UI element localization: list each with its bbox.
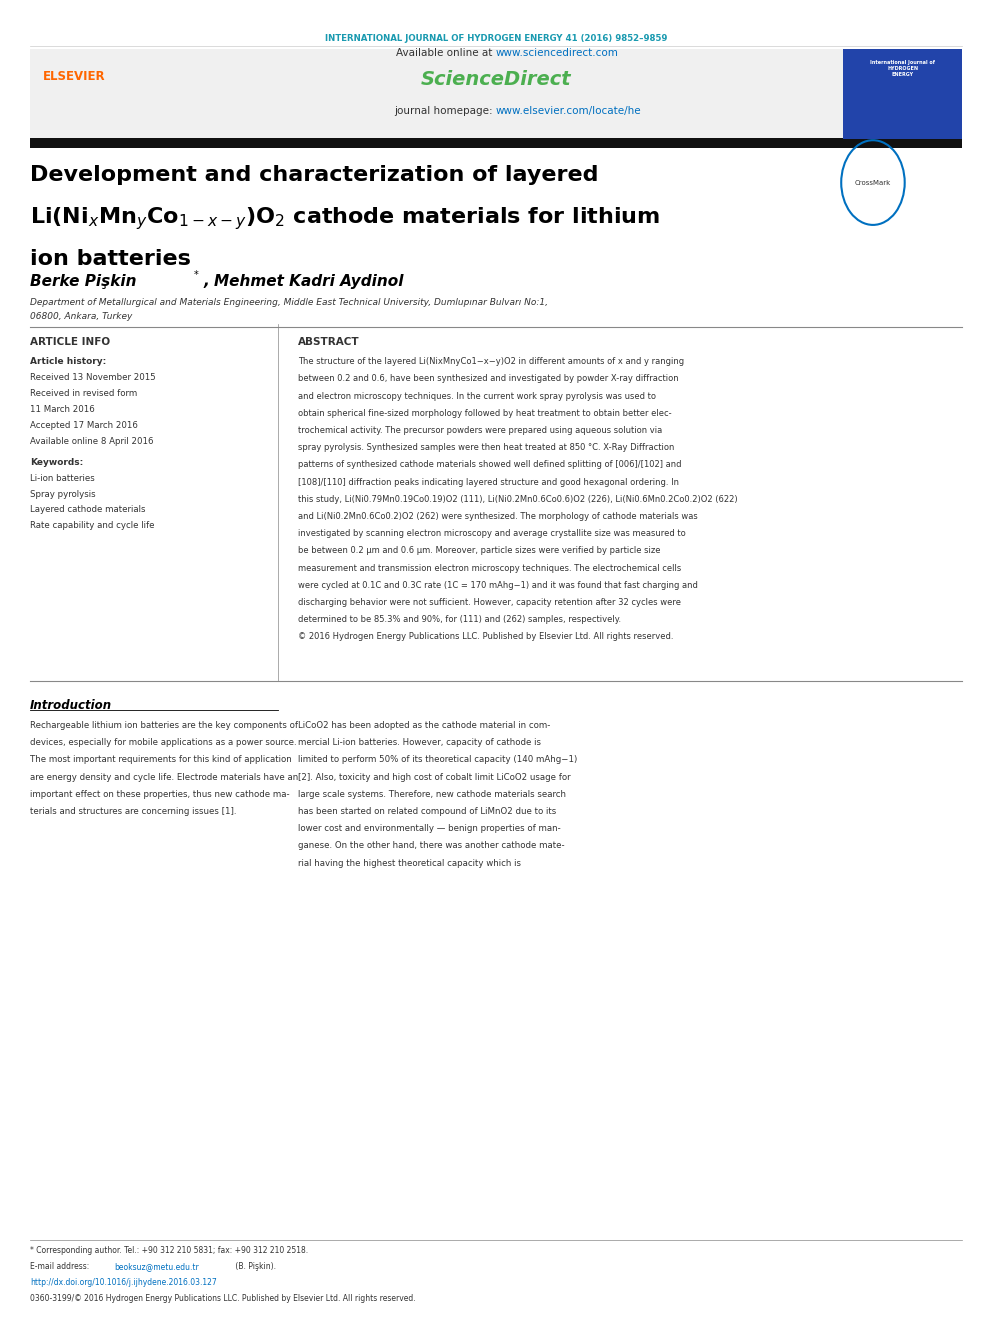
Text: [108]/[110] diffraction peaks indicating layered structure and good hexagonal or: [108]/[110] diffraction peaks indicating…: [298, 478, 679, 487]
FancyBboxPatch shape: [30, 53, 119, 112]
Text: ABSTRACT: ABSTRACT: [298, 337, 359, 348]
Text: http://dx.doi.org/10.1016/j.ijhydene.2016.03.127: http://dx.doi.org/10.1016/j.ijhydene.201…: [30, 1278, 216, 1287]
Text: © 2016 Hydrogen Energy Publications LLC. Published by Elsevier Ltd. All rights r: © 2016 Hydrogen Energy Publications LLC.…: [298, 632, 674, 642]
Text: lower cost and environmentally — benign properties of man-: lower cost and environmentally — benign …: [298, 824, 560, 833]
Text: investigated by scanning electron microscopy and average crystallite size was me: investigated by scanning electron micros…: [298, 529, 685, 538]
Text: 0360-3199/© 2016 Hydrogen Energy Publications LLC. Published by Elsevier Ltd. Al: 0360-3199/© 2016 Hydrogen Energy Publica…: [30, 1294, 416, 1303]
Text: and Li(Ni0.2Mn0.6Co0.2)O2 (262) were synthesized. The morphology of cathode mate: and Li(Ni0.2Mn0.6Co0.2)O2 (262) were syn…: [298, 512, 697, 521]
Text: Keywords:: Keywords:: [30, 458, 83, 467]
Text: Available online 8 April 2016: Available online 8 April 2016: [30, 437, 153, 446]
Text: determined to be 85.3% and 90%, for (111) and (262) samples, respectively.: determined to be 85.3% and 90%, for (111…: [298, 615, 621, 624]
Text: ARTICLE INFO: ARTICLE INFO: [30, 337, 110, 348]
Text: www.sciencedirect.com: www.sciencedirect.com: [496, 48, 619, 58]
Text: ScienceDirect: ScienceDirect: [421, 70, 571, 89]
Text: limited to perform 50% of its theoretical capacity (140 mAhg−1): limited to perform 50% of its theoretica…: [298, 755, 577, 765]
Text: LiCoO2 has been adopted as the cathode material in com-: LiCoO2 has been adopted as the cathode m…: [298, 721, 550, 730]
Text: , Mehmet Kadri Aydinol: , Mehmet Kadri Aydinol: [203, 274, 404, 288]
Text: Accepted 17 March 2016: Accepted 17 March 2016: [30, 421, 138, 430]
Text: 06800, Ankara, Turkey: 06800, Ankara, Turkey: [30, 312, 132, 321]
Text: ganese. On the other hand, there was another cathode mate-: ganese. On the other hand, there was ano…: [298, 841, 564, 851]
Text: 11 March 2016: 11 March 2016: [30, 405, 94, 414]
Text: International Journal of
HYDROGEN
ENERGY: International Journal of HYDROGEN ENERGY: [870, 60, 935, 77]
Text: rial having the highest theoretical capacity which is: rial having the highest theoretical capa…: [298, 859, 521, 868]
Text: Rechargeable lithium ion batteries are the key components of: Rechargeable lithium ion batteries are t…: [30, 721, 298, 730]
Text: trochemical activity. The precursor powders were prepared using aqueous solution: trochemical activity. The precursor powd…: [298, 426, 662, 435]
FancyBboxPatch shape: [30, 138, 962, 148]
Text: between 0.2 and 0.6, have been synthesized and investigated by powder X-ray diff: between 0.2 and 0.6, have been synthesiz…: [298, 374, 679, 384]
Text: measurement and transmission electron microscopy techniques. The electrochemical: measurement and transmission electron mi…: [298, 564, 681, 573]
Text: Development and characterization of layered: Development and characterization of laye…: [30, 165, 598, 185]
Text: beoksuz@metu.edu.tr: beoksuz@metu.edu.tr: [114, 1262, 198, 1271]
Text: has been started on related compound of LiMnO2 due to its: has been started on related compound of …: [298, 807, 556, 816]
Text: Article history:: Article history:: [30, 357, 106, 366]
Text: patterns of synthesized cathode materials showed well defined splitting of [006]: patterns of synthesized cathode material…: [298, 460, 682, 470]
Text: large scale systems. Therefore, new cathode materials search: large scale systems. Therefore, new cath…: [298, 790, 565, 799]
Text: The structure of the layered Li(NixMnyCo1−x−y)O2 in different amounts of x and y: The structure of the layered Li(NixMnyCo…: [298, 357, 683, 366]
Text: devices, especially for mobile applications as a power source.: devices, especially for mobile applicati…: [30, 738, 297, 747]
Text: ELSEVIER: ELSEVIER: [43, 70, 106, 83]
Text: spray pyrolysis. Synthesized samples were then heat treated at 850 °C. X-Ray Dif: spray pyrolysis. Synthesized samples wer…: [298, 443, 674, 452]
Text: Received in revised form: Received in revised form: [30, 389, 137, 398]
Text: Layered cathode materials: Layered cathode materials: [30, 505, 145, 515]
FancyBboxPatch shape: [30, 49, 962, 139]
Text: important effect on these properties, thus new cathode ma-: important effect on these properties, th…: [30, 790, 290, 799]
Text: Available online at: Available online at: [397, 48, 496, 58]
Text: CrossMark: CrossMark: [855, 180, 891, 185]
Text: journal homepage:: journal homepage:: [394, 106, 496, 116]
Text: E-mail address:: E-mail address:: [30, 1262, 91, 1271]
Text: Li(Ni$_x$Mn$_y$Co$_{1-x-y}$)O$_2$ cathode materials for lithium: Li(Ni$_x$Mn$_y$Co$_{1-x-y}$)O$_2$ cathod…: [30, 205, 660, 232]
Text: be between 0.2 μm and 0.6 μm. Moreover, particle sizes were verified by particle: be between 0.2 μm and 0.6 μm. Moreover, …: [298, 546, 660, 556]
Text: *: *: [193, 270, 198, 280]
Text: * Corresponding author. Tel.: +90 312 210 5831; fax: +90 312 210 2518.: * Corresponding author. Tel.: +90 312 21…: [30, 1246, 308, 1256]
Text: Received 13 November 2015: Received 13 November 2015: [30, 373, 156, 382]
Text: and electron microscopy techniques. In the current work spray pyrolysis was used: and electron microscopy techniques. In t…: [298, 392, 656, 401]
Text: discharging behavior were not sufficient. However, capacity retention after 32 c: discharging behavior were not sufficient…: [298, 598, 681, 607]
Text: obtain spherical fine-sized morphology followed by heat treatment to obtain bett: obtain spherical fine-sized morphology f…: [298, 409, 672, 418]
FancyBboxPatch shape: [843, 49, 962, 139]
Text: ion batteries: ion batteries: [30, 249, 190, 269]
Text: Department of Metallurgical and Materials Engineering, Middle East Technical Uni: Department of Metallurgical and Material…: [30, 298, 548, 307]
Text: The most important requirements for this kind of application: The most important requirements for this…: [30, 755, 292, 765]
Text: mercial Li-ion batteries. However, capacity of cathode is: mercial Li-ion batteries. However, capac…: [298, 738, 541, 747]
Text: (B. Pişkin).: (B. Pişkin).: [233, 1262, 276, 1271]
Text: www.elsevier.com/locate/he: www.elsevier.com/locate/he: [496, 106, 642, 116]
Text: Introduction: Introduction: [30, 699, 112, 712]
Text: Berke Pişkin: Berke Pişkin: [30, 274, 136, 288]
Text: are energy density and cycle life. Electrode materials have an: are energy density and cycle life. Elect…: [30, 773, 298, 782]
Text: were cycled at 0.1C and 0.3C rate (1C = 170 mAhg−1) and it was found that fast c: were cycled at 0.1C and 0.3C rate (1C = …: [298, 581, 697, 590]
Text: Li-ion batteries: Li-ion batteries: [30, 474, 94, 483]
Text: Rate capability and cycle life: Rate capability and cycle life: [30, 521, 155, 531]
Text: [2]. Also, toxicity and high cost of cobalt limit LiCoO2 usage for: [2]. Also, toxicity and high cost of cob…: [298, 773, 570, 782]
Text: Spray pyrolysis: Spray pyrolysis: [30, 490, 95, 499]
Text: terials and structures are concerning issues [1].: terials and structures are concerning is…: [30, 807, 236, 816]
Text: INTERNATIONAL JOURNAL OF HYDROGEN ENERGY 41 (2016) 9852–9859: INTERNATIONAL JOURNAL OF HYDROGEN ENERGY…: [324, 34, 668, 44]
Text: this study, Li(Ni0.79Mn0.19Co0.19)O2 (111), Li(Ni0.2Mn0.6Co0.6)O2 (226), Li(Ni0.: this study, Li(Ni0.79Mn0.19Co0.19)O2 (11…: [298, 495, 737, 504]
